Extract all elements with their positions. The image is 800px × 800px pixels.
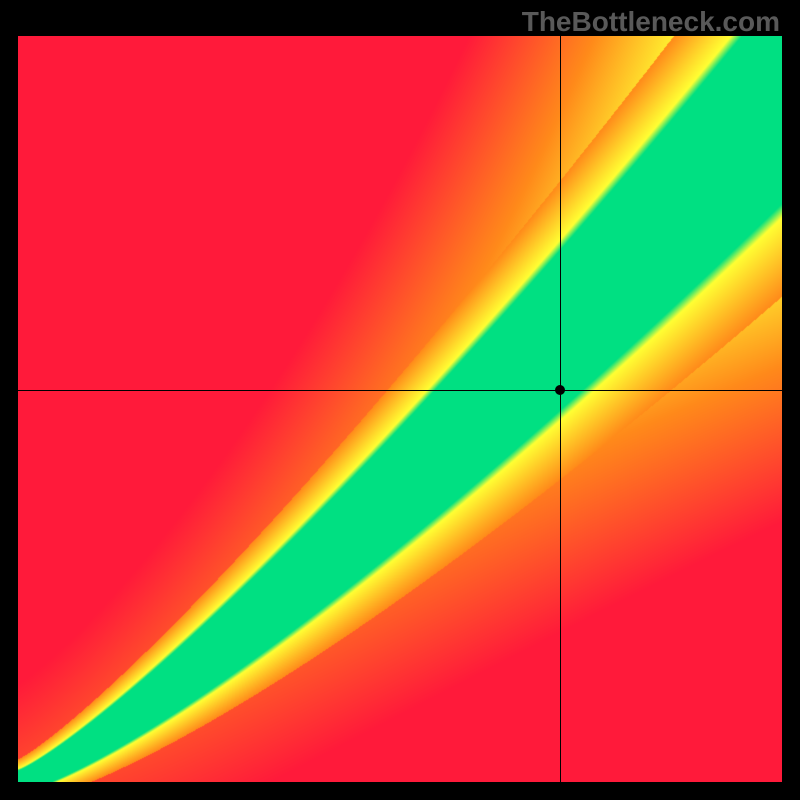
crosshair-marker (555, 385, 565, 395)
chart-container: TheBottleneck.com (0, 0, 800, 800)
heatmap-plot-area (18, 36, 782, 782)
heatmap-canvas (18, 36, 782, 782)
crosshair-horizontal (18, 390, 782, 391)
watermark-text: TheBottleneck.com (522, 6, 780, 38)
crosshair-vertical (560, 36, 561, 782)
